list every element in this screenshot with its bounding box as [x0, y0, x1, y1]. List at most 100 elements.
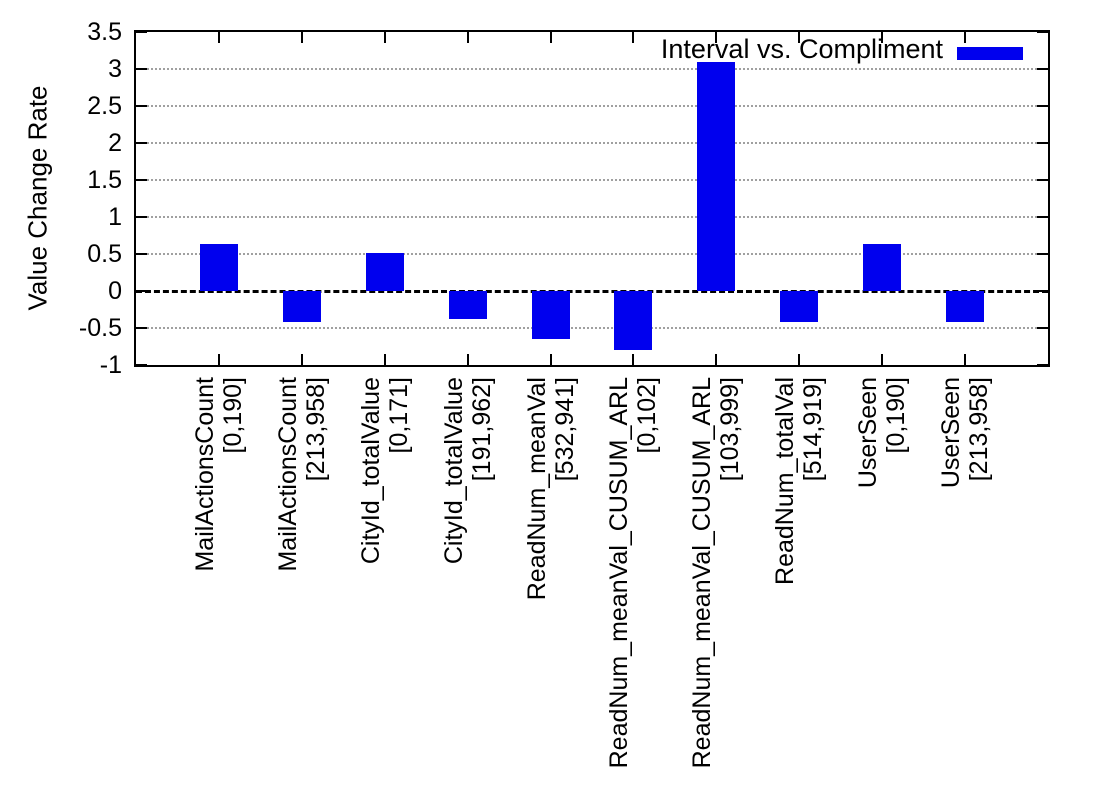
y-tick-mark — [136, 179, 147, 181]
gridline — [136, 327, 1048, 329]
x-tick-mark — [466, 354, 469, 365]
x-tick-mark — [300, 354, 303, 365]
x-category-label: UserSeen [213,958] — [937, 377, 993, 800]
x-category-range: [0,102] — [633, 377, 662, 454]
y-tick-label: 1 — [108, 203, 122, 231]
x-tick-mark — [881, 32, 884, 43]
x-category-label: CityId_totalValue [0,171] — [357, 377, 413, 800]
x-tick-mark — [798, 354, 801, 365]
x-tick-mark — [217, 354, 220, 365]
y-tick-mark — [136, 327, 147, 329]
x-tick-mark — [632, 32, 635, 43]
zero-line — [136, 290, 1048, 293]
x-category-label: ReadNum_meanVal_CUSUM_ARL [0,102] — [605, 377, 661, 800]
x-category-label: UserSeen [0,190] — [854, 377, 910, 800]
y-tick-mark — [136, 216, 147, 218]
y-tick-mark — [136, 68, 147, 70]
y-tick-label: 2 — [108, 129, 122, 157]
y-tick-mark — [136, 142, 147, 144]
y-tick-mark — [1037, 364, 1048, 366]
gridline — [136, 105, 1048, 107]
y-tick-mark — [136, 253, 147, 255]
y-tick-mark — [1037, 105, 1048, 107]
y-tick-mark — [136, 364, 147, 366]
bar — [697, 61, 736, 291]
legend-swatch — [957, 47, 1023, 60]
y-tick-mark — [1037, 253, 1048, 255]
y-tick-mark — [1037, 68, 1048, 70]
x-category-range: [213,958] — [301, 377, 330, 482]
x-tick-mark — [881, 354, 884, 365]
y-tick-label: 1.5 — [87, 166, 122, 194]
x-category-label: ReadNum_meanVal [532,941] — [523, 377, 579, 800]
x-tick-mark — [549, 32, 552, 43]
x-tick-mark — [632, 354, 635, 365]
x-tick-mark — [798, 32, 801, 43]
bar — [946, 291, 985, 323]
y-tick-label: 3 — [108, 55, 122, 83]
x-tick-mark — [715, 354, 718, 365]
legend-label: Interval vs. Compliment — [660, 34, 943, 64]
x-tick-mark — [715, 32, 718, 43]
x-category-range: [103,999] — [716, 377, 745, 482]
x-category-name: UserSeen — [854, 377, 883, 489]
y-tick-mark — [1037, 290, 1048, 292]
x-tick-mark — [217, 32, 220, 43]
x-category-range: [0,190] — [218, 377, 247, 454]
x-tick-mark — [300, 32, 303, 43]
x-category-name: ReadNum_meanVal_CUSUM_ARL — [605, 377, 634, 769]
x-tick-mark — [466, 32, 469, 43]
x-tick-mark — [964, 354, 967, 365]
y-tick-mark — [1037, 327, 1048, 329]
y-tick-mark — [136, 31, 147, 33]
x-category-name: CityId_totalValue — [439, 377, 468, 565]
y-tick-mark — [136, 105, 147, 107]
x-tick-mark — [549, 354, 552, 365]
y-tick-label: -0.5 — [78, 314, 122, 342]
y-tick-mark — [1037, 179, 1048, 181]
x-category-label: MailActionsCount [213,958] — [274, 377, 330, 800]
x-tick-mark — [383, 354, 386, 365]
x-category-name: ReadNum_meanVal_CUSUM_ARL — [688, 377, 717, 769]
x-category-range: [213,958] — [965, 377, 994, 482]
y-tick-label: 0.5 — [87, 240, 122, 268]
x-category-label: MailActionsCount [0,190] — [191, 377, 247, 800]
y-tick-label: 3.5 — [87, 18, 122, 46]
x-category-range: [532,941] — [550, 377, 579, 482]
y-tick-mark — [1037, 216, 1048, 218]
x-category-name: ReadNum_meanVal — [522, 377, 551, 601]
x-category-name: MailActionsCount — [273, 377, 302, 572]
x-category-label: ReadNum_totalVal [514,919] — [771, 377, 827, 800]
x-category-label: ReadNum_meanVal_CUSUM_ARL [103,999] — [688, 377, 744, 800]
gridline — [136, 253, 1048, 255]
y-tick-mark — [136, 290, 147, 292]
x-tick-mark — [964, 32, 967, 43]
bar — [282, 291, 321, 323]
gridline — [136, 179, 1048, 181]
bar — [531, 291, 570, 340]
x-category-name: UserSeen — [937, 377, 966, 489]
x-category-range: [191,962] — [467, 377, 496, 482]
x-tick-mark — [383, 32, 386, 43]
gridline — [136, 216, 1048, 218]
y-tick-label: -1 — [99, 351, 122, 379]
x-category-label: CityId_totalValue [191,962] — [440, 377, 496, 800]
x-category-name: CityId_totalValue — [356, 377, 385, 565]
y-tick-label: 2.5 — [87, 92, 122, 120]
y-tick-mark — [1037, 142, 1048, 144]
bar — [614, 291, 653, 351]
y-tick-label: 0 — [108, 277, 122, 305]
bar — [863, 243, 902, 291]
x-category-range: [0,190] — [882, 377, 911, 454]
plot-area: Interval vs. Compliment — [134, 30, 1050, 367]
bar — [199, 243, 238, 291]
gridline — [136, 142, 1048, 144]
bar — [365, 252, 404, 291]
x-category-range: [514,919] — [799, 377, 828, 482]
x-category-name: ReadNum_totalVal — [771, 377, 800, 585]
bar — [448, 291, 487, 320]
x-category-range: [0,171] — [384, 377, 413, 454]
gridline — [136, 68, 1048, 70]
bar — [780, 291, 819, 323]
